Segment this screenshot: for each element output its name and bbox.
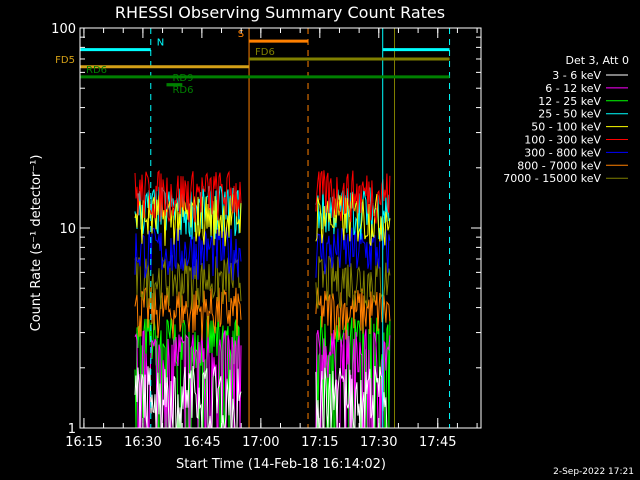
x-tick-label-7: 17:45 <box>419 435 456 450</box>
legend-label-2: 6 - 12 keV <box>545 82 601 95</box>
legend-label-6: 100 - 300 keV <box>524 134 601 147</box>
flag-label-6: RD6 <box>86 65 107 76</box>
flag-label-3: S <box>238 29 244 40</box>
series-1-trace <box>134 365 390 429</box>
series-6-trace <box>134 169 391 224</box>
series-7-segment-2 <box>315 227 391 278</box>
flag-label-8: RD6 <box>172 85 193 96</box>
series-2-segment-2 <box>315 329 391 429</box>
legend-label-9: 7000 - 15000 keV <box>503 172 601 185</box>
legend-label-1: 3 - 6 keV <box>552 69 601 82</box>
x-tick-label-2: 16:30 <box>124 435 161 450</box>
series-7-segment-1 <box>134 227 242 281</box>
series-7-trace <box>134 227 391 281</box>
flag-label-7: RD9 <box>172 73 193 84</box>
y-tick-label-2: 10 <box>59 222 76 237</box>
legend-title: Det 3, Att 0 <box>566 54 630 67</box>
legend-label-8: 800 - 7000 keV <box>517 159 601 172</box>
legend-label-5: 50 - 100 keV <box>531 121 601 134</box>
y-tick-label-3: 100 <box>51 22 76 37</box>
series-2-segment-1 <box>134 329 242 429</box>
series-5-segment-2 <box>315 193 391 246</box>
y-tick-label-1: 1 <box>68 422 76 437</box>
series-9-segment-1 <box>134 255 242 310</box>
x-tick-label-5: 17:15 <box>301 435 338 450</box>
x-tick-label-6: 17:30 <box>360 435 397 450</box>
flag-label-5: FD6 <box>255 47 275 58</box>
series-6-segment-2 <box>315 170 391 224</box>
legend-label-3: 12 - 25 keV <box>538 95 601 108</box>
series-1-segment-1 <box>134 365 242 429</box>
legend-label-7: 300 - 800 keV <box>524 146 601 159</box>
footer-date: 2-Sep-2022 17:21 <box>553 467 634 477</box>
x-tick-label-1: 16:15 <box>65 435 102 450</box>
chart-title: RHESSI Observing Summary Count Rates <box>115 3 445 22</box>
x-tick-label-4: 17:00 <box>242 435 279 450</box>
legend-label-4: 25 - 50 keV <box>538 108 601 121</box>
flag-label-4: FD5 <box>55 55 75 66</box>
series-6-segment-1 <box>134 169 242 223</box>
flag-label-1: N <box>157 38 164 49</box>
series-9-segment-2 <box>315 255 391 309</box>
series-9-trace <box>134 255 391 310</box>
x-axis-label: Start Time (14-Feb-18 16:14:02) <box>176 457 386 472</box>
y-axis-label: Count Rate (s⁻¹ detector⁻¹) <box>29 155 44 332</box>
series-1-segment-2 <box>315 365 390 429</box>
series-2-trace <box>134 329 391 429</box>
x-tick-label-3: 16:45 <box>183 435 220 450</box>
